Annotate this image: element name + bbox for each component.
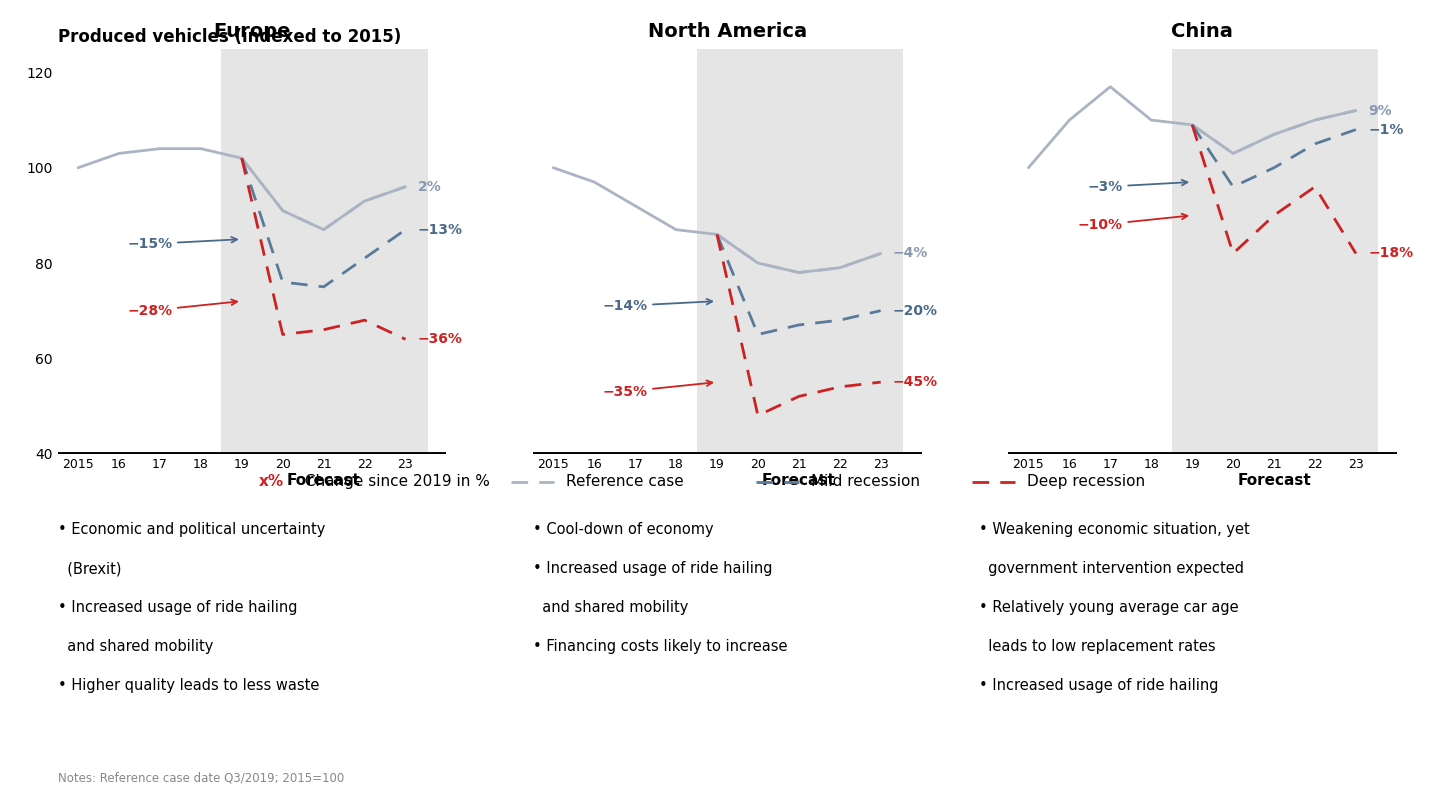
Text: • Financing costs likely to increase: • Financing costs likely to increase: [533, 639, 788, 654]
Text: −15%: −15%: [127, 237, 238, 251]
Text: 2%: 2%: [418, 180, 442, 194]
Text: −14%: −14%: [602, 299, 713, 313]
Text: • Increased usage of ride hailing: • Increased usage of ride hailing: [58, 600, 297, 616]
Text: −10%: −10%: [1077, 214, 1188, 232]
Text: • Relatively young average car age: • Relatively young average car age: [979, 600, 1238, 616]
Text: leads to low replacement rates: leads to low replacement rates: [979, 639, 1215, 654]
Text: −18%: −18%: [1368, 246, 1413, 261]
Text: and shared mobility: and shared mobility: [533, 600, 688, 616]
Text: government intervention expected: government intervention expected: [979, 561, 1244, 577]
Text: Forecast: Forecast: [762, 473, 835, 488]
Text: • Economic and political uncertainty: • Economic and political uncertainty: [58, 522, 325, 538]
Text: −35%: −35%: [602, 381, 713, 399]
Text: • Cool-down of economy: • Cool-down of economy: [533, 522, 713, 538]
Text: Forecast: Forecast: [287, 473, 360, 488]
Bar: [222, 49, 428, 454]
Title: China: China: [1172, 23, 1233, 41]
Text: (Brexit): (Brexit): [58, 561, 121, 577]
Text: −36%: −36%: [418, 332, 462, 346]
Text: Forecast: Forecast: [1237, 473, 1310, 488]
Text: −1%: −1%: [1368, 122, 1404, 137]
Text: Mild recession: Mild recession: [811, 475, 920, 489]
Text: Change since 2019 in %: Change since 2019 in %: [300, 475, 490, 489]
Text: Reference case: Reference case: [566, 475, 684, 489]
Text: −45%: −45%: [893, 375, 937, 389]
Bar: [1172, 49, 1378, 454]
Text: • Increased usage of ride hailing: • Increased usage of ride hailing: [533, 561, 772, 577]
Text: −28%: −28%: [127, 300, 238, 318]
Text: Produced vehicles (indexed to 2015): Produced vehicles (indexed to 2015): [58, 28, 400, 46]
Text: −3%: −3%: [1087, 180, 1188, 194]
Bar: [697, 49, 903, 454]
Text: • Increased usage of ride hailing: • Increased usage of ride hailing: [979, 678, 1218, 693]
Text: −20%: −20%: [893, 304, 937, 318]
Text: • Weakening economic situation, yet: • Weakening economic situation, yet: [979, 522, 1250, 538]
Text: −13%: −13%: [418, 223, 462, 237]
Text: 9%: 9%: [1368, 104, 1392, 117]
Text: −4%: −4%: [893, 246, 929, 261]
Text: Deep recession: Deep recession: [1027, 475, 1145, 489]
Title: North America: North America: [648, 23, 806, 41]
Text: Notes: Reference case date Q3/2019; 2015=100: Notes: Reference case date Q3/2019; 2015…: [58, 771, 344, 784]
Title: Europe: Europe: [213, 23, 291, 41]
Text: and shared mobility: and shared mobility: [58, 639, 213, 654]
Text: • Higher quality leads to less waste: • Higher quality leads to less waste: [58, 678, 320, 693]
Text: x%: x%: [259, 475, 284, 489]
